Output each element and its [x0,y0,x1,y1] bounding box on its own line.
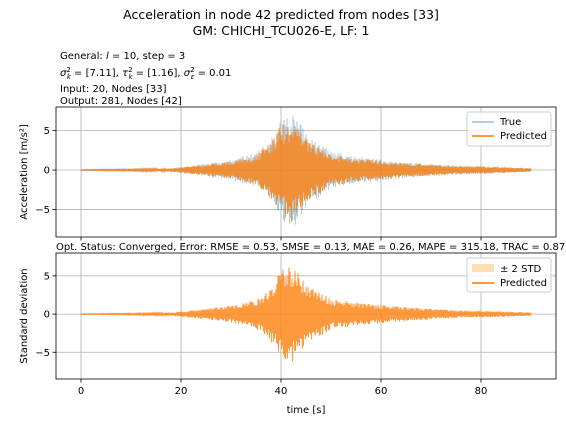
ytick-label: −5 [35,205,50,216]
std-ylabel: Standard deviation [19,268,30,363]
info-general: General: l = 10, step = 3 [60,51,185,62]
legend-predicted-label: Predicted [500,131,547,142]
xtick-label: 0 [78,386,84,397]
info-hyperparameters: σ2 k = [7.11], τ2 k = [1.16], σ2 ε = 0.01 [60,66,231,81]
ytick-label: 5 [44,126,50,137]
acceleration-legend: True Predicted [466,111,552,147]
ytick-label: 0 [44,166,50,177]
legend-std-swatch [472,264,494,272]
xtick-label: 20 [175,386,188,397]
acceleration-axes: −5 0 5 [35,106,557,241]
time-xlabel: time [s] [287,405,326,416]
ytick-label: 5 [44,271,50,282]
info-output: Output: 281, Nodes [42] [60,96,182,107]
ytick-label: 0 [44,310,50,321]
axes-frame [55,252,557,380]
axes-frame [55,106,557,238]
info-input: Input: 20, Nodes [33] [60,84,167,95]
ytick-label: −5 [35,348,50,359]
error-status: Opt. Status: Converged, Error: RMSE = 0.… [56,242,565,253]
xtick-label: 40 [275,386,288,397]
std-legend: ± 2 STD Predicted [466,257,552,293]
legend-std-label: ± 2 STD [500,264,542,275]
xtick-label: 60 [375,386,388,397]
series-predicted-line [80,267,532,362]
legend-predicted-label-2: Predicted [500,278,547,289]
figure-title: Acceleration in node 42 predicted from n… [123,7,439,22]
figure-subtitle: GM: CHICHI_TCU026-E, LF: 1 [193,23,370,38]
acceleration-ylabel: Acceleration [m/s²] [19,124,30,220]
std-axes: −5 0 5 0 20 40 60 80 [35,252,557,397]
legend-true-label: True [499,117,521,128]
xtick-label: 80 [475,386,488,397]
series-predicted-line [80,124,532,223]
